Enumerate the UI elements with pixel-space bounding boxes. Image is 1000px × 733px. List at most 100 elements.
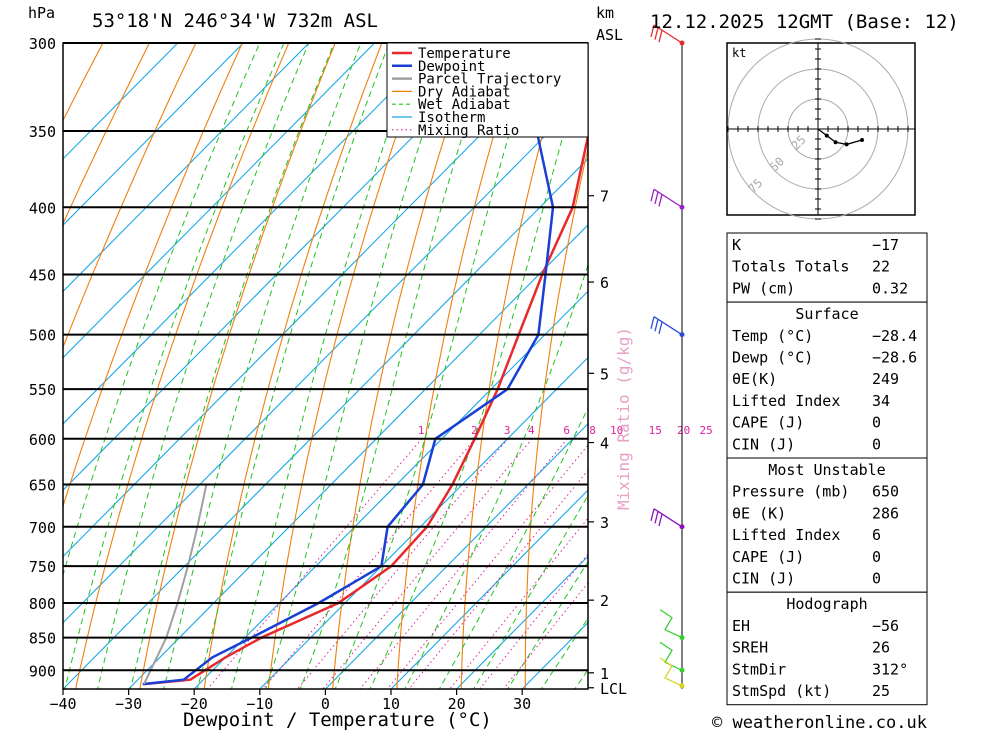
mixing-ratio-label: 8 (589, 424, 596, 437)
table-block-top (726, 232, 928, 303)
hodograph-point (844, 142, 849, 147)
legend-label: Isotherm (418, 110, 485, 126)
legend-label: Temperature (418, 46, 511, 62)
legend-label: Dewpoint (418, 59, 485, 75)
mixing-ratio-label: 25 (699, 424, 712, 437)
index-label: PW (cm) (732, 279, 795, 297)
dry-adiabat-line (267, 43, 429, 689)
isotherm-line (325, 422, 588, 689)
wind-barb-staff (653, 316, 683, 336)
index-value: 312° (872, 660, 908, 678)
index-label: θE (K) (732, 504, 786, 522)
hodograph-unit: kt (732, 46, 746, 60)
legend-label: Parcel Trajectory (418, 72, 561, 88)
index-value: 25 (872, 682, 890, 700)
dry-adiabat-line (63, 43, 151, 225)
pressure-tick-label: 300 (29, 35, 56, 53)
table-block-title: Most Unstable (768, 461, 885, 479)
table-block-most-unstable (726, 457, 928, 593)
index-label: Lifted Index (732, 526, 840, 544)
isotherm-line (456, 555, 588, 689)
diagram-grid (63, 24, 975, 689)
km-tick-label: 4 (600, 435, 609, 453)
pressure-tick-label: 600 (29, 431, 56, 449)
wind-barb-staff (653, 508, 683, 528)
isotherm-line (128, 224, 588, 689)
index-value: 22 (872, 258, 890, 276)
series-parcel-trajectory (143, 484, 208, 685)
wind-barb (650, 508, 683, 528)
wind-barb-staff (659, 609, 683, 639)
credit[interactable]: © weatheronline.co.uk (712, 713, 927, 733)
km-tick-label: 3 (600, 514, 609, 532)
mixing-ratio-label: 1 (418, 424, 425, 437)
index-label: CIN (J) (732, 435, 795, 453)
pressure-tick-label: 850 (29, 630, 56, 648)
hodograph-point (824, 133, 829, 138)
wind-barb (659, 657, 683, 687)
x-tick-label: 10 (382, 695, 400, 713)
wet-adiabat-line (163, 43, 362, 689)
x-tick-label: −40 (49, 695, 76, 713)
pressure-tick-label: 400 (29, 199, 56, 217)
mixing-ratio-label: 3 (504, 424, 511, 437)
wind-barb-feather (650, 316, 655, 329)
pressure-tick-label: 700 (29, 519, 56, 537)
x-tick-label: −20 (181, 695, 208, 713)
wet-adiabat-line (96, 43, 310, 689)
wind-barb-feather (654, 319, 659, 332)
mixing-ratio-line (386, 444, 588, 689)
datetime-title: 12.12.2025 12GMT (Base: 12) (650, 11, 959, 33)
pressure-tick-label: 900 (29, 662, 56, 680)
plot-border (62, 42, 589, 690)
isotherm-line (63, 43, 310, 293)
legend-label: Dry Adiabat (418, 84, 511, 100)
legend-box (386, 42, 589, 138)
index-value: 34 (872, 392, 890, 410)
table-block-title: Hodograph (786, 595, 867, 613)
index-value: 26 (872, 639, 890, 657)
km-tick-label: 1 (600, 665, 609, 683)
index-label: Lifted Index (732, 392, 840, 410)
wet-adiabat-line (334, 43, 538, 689)
wind-barb (650, 188, 683, 208)
index-value: 286 (872, 504, 899, 522)
dry-adiabat-line (524, 146, 588, 689)
pressure-tick-label: 650 (29, 476, 56, 494)
wind-barb-feather (654, 191, 659, 205)
x-tick-label: −30 (115, 695, 142, 713)
index-label: Totals Totals (732, 258, 849, 276)
wet-adiabat-line (230, 43, 421, 689)
wind-barb-feather (654, 27, 659, 40)
index-label: Temp (°C) (732, 327, 813, 345)
isotherm-line (63, 157, 588, 689)
wet-adiabat-line (299, 43, 493, 689)
wet-adiabat-line (540, 617, 588, 689)
index-value: −17 (872, 236, 899, 254)
index-value: 6 (872, 526, 881, 544)
index-label: StmDir (732, 660, 786, 678)
index-label: CAPE (J) (732, 548, 804, 566)
dry-adiabat-line (332, 43, 476, 689)
profile-series (142, 43, 588, 686)
wet-adiabat-line (196, 43, 390, 689)
wet-adiabat-line (64, 43, 285, 689)
mixing-ratio-line (503, 582, 588, 689)
dry-adiabat-line (460, 43, 569, 689)
index-label: SREH (732, 639, 768, 657)
dry-adiabat-line (928, 24, 975, 689)
wind-barb-staff (653, 24, 683, 44)
hpa-label: hPa (28, 4, 55, 22)
pressure-tick-label: 500 (29, 327, 56, 345)
index-value: 0 (872, 414, 881, 432)
x-tick-label: 30 (513, 695, 531, 713)
axes: 1 2 3 4 6 8 10 15 20 2530035040045050055060065070… (29, 35, 713, 713)
km-tick-label: 6 (600, 274, 609, 292)
wet-adiabat-line (472, 494, 588, 689)
wind-barb (650, 24, 683, 44)
wind-barb-feather (654, 511, 659, 524)
legend-label: Mixing Ratio (418, 123, 519, 139)
